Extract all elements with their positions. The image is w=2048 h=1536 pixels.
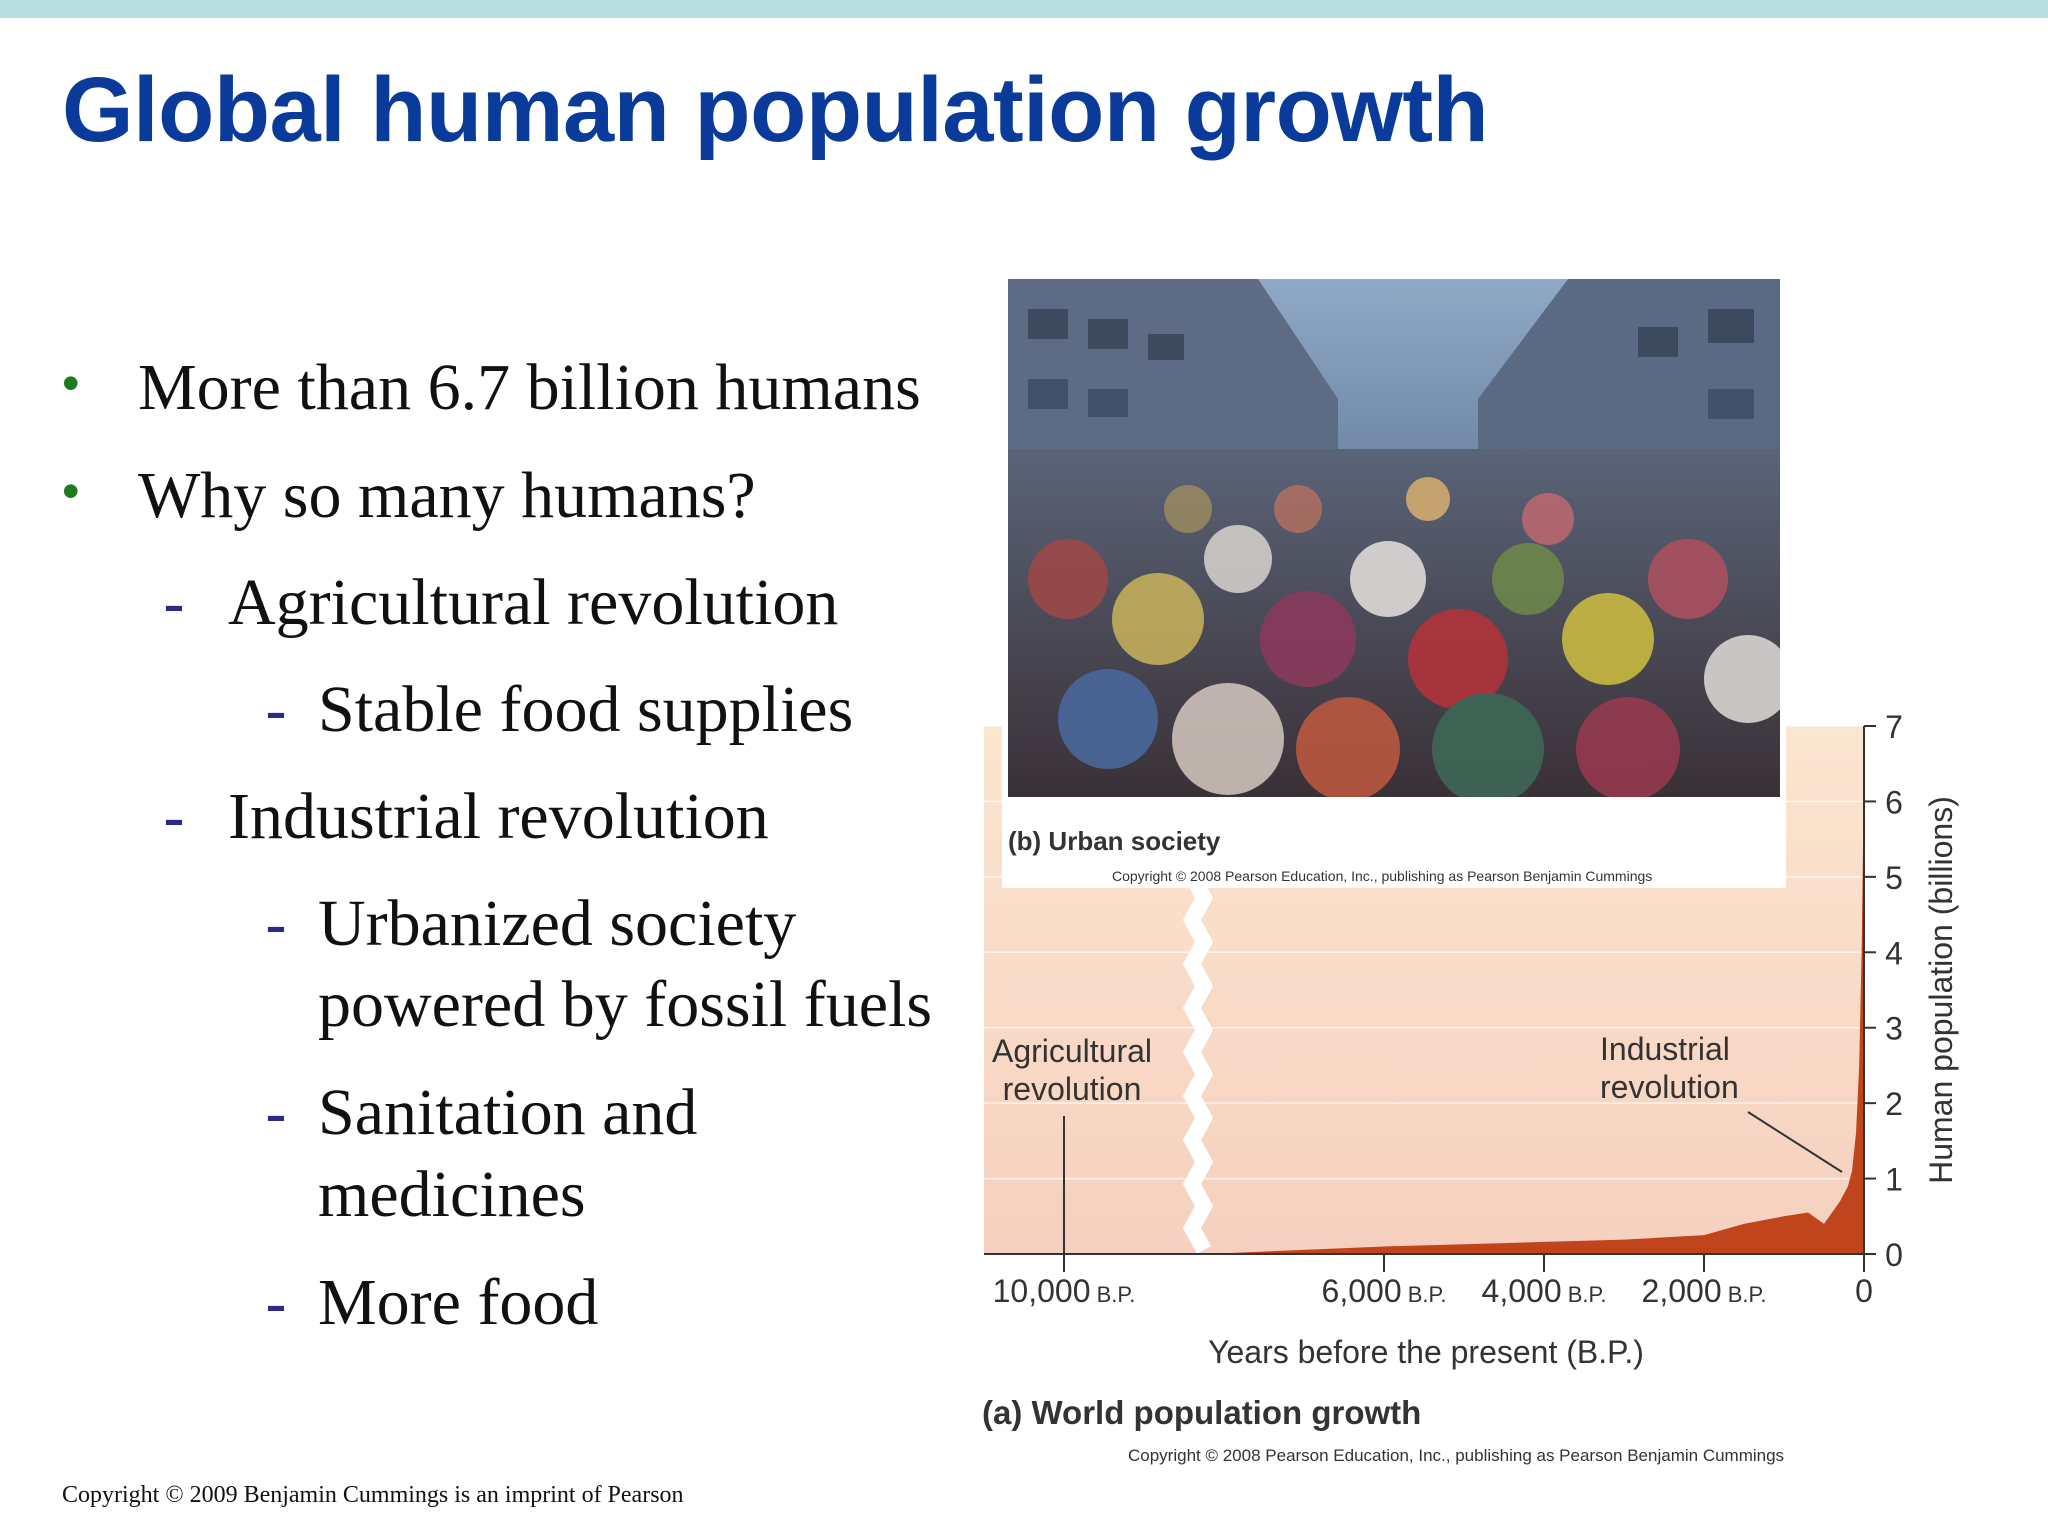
y-tick-label: 5 (1885, 860, 1903, 896)
annotation-pointer (1747, 1111, 1843, 1173)
bullet-item: Urbanized society (318, 887, 797, 960)
y-tick-label: 2 (1885, 1086, 1903, 1122)
y-tick-label: 7 (1885, 709, 1903, 745)
bullet-item: Why so many humans? (138, 459, 756, 532)
x-tick-label: 4,000 B.P. (1482, 1273, 1607, 1309)
dash-marker: - (265, 673, 287, 747)
photo-copyright: Copyright © 2008 Pearson Education, Inc.… (1112, 868, 1653, 884)
bullet-item: More than 6.7 billion humans (138, 351, 921, 424)
x-tick-label: 6,000 B.P. (1322, 1273, 1447, 1309)
dash-marker: - (265, 887, 287, 961)
y-tick-label: 4 (1885, 935, 1903, 971)
top-accent-bar (0, 0, 2048, 18)
bullet-item: More food (318, 1266, 599, 1339)
y-axis-label: Human population (billions) (1923, 796, 1959, 1184)
bullet-item-continued: medicines (318, 1158, 586, 1231)
bullet-item: Industrial revolution (228, 780, 769, 853)
bullet-item-continued: powered by fossil fuels (318, 968, 933, 1041)
bullet-item: Stable food supplies (318, 673, 854, 746)
dash-marker: - (265, 1076, 287, 1150)
x-tick-label: 10,000 B.P. (993, 1273, 1136, 1309)
annotation-industrial: Industrial (1600, 1031, 1730, 1067)
annotation-agricultural-line2: revolution (1003, 1071, 1142, 1107)
x-tick-label: 2,000 B.P. (1642, 1273, 1767, 1309)
dash-marker: - (163, 566, 185, 640)
chart-copyright: Copyright © 2008 Pearson Education, Inc.… (1128, 1446, 1785, 1465)
y-tick-label: 1 (1885, 1162, 1903, 1198)
bullet-marker: • (62, 355, 80, 411)
dash-marker: - (163, 780, 185, 854)
annotation-agricultural: Agricultural (992, 1033, 1152, 1069)
photo-caption: (b) Urban society (1008, 826, 1221, 856)
y-tick-label: 0 (1885, 1237, 1903, 1273)
bullet-item: Agricultural revolution (228, 566, 839, 639)
y-tick-label: 3 (1885, 1011, 1903, 1047)
x-tick-label: 0 (1855, 1273, 1873, 1309)
slide-footer: Copyright © 2009 Benjamin Cummings is an… (62, 1482, 684, 1508)
bullet-item: Sanitation and (318, 1076, 698, 1149)
x-axis-label: Years before the present (B.P.) (1208, 1334, 1644, 1370)
photo-panel: (b) Urban society Copyright © 2008 Pears… (1002, 274, 1786, 888)
urban-crowd-photo (1008, 279, 1780, 797)
bullet-marker: • (62, 463, 80, 519)
annotation-industrial-line2: revolution (1600, 1069, 1739, 1105)
axis-break (1182, 872, 1214, 1254)
y-tick-label: 6 (1885, 784, 1903, 820)
chart-caption: (a) World population growth (982, 1394, 1422, 1431)
slide-title: Global human population growth (62, 59, 1489, 161)
dash-marker: - (265, 1266, 287, 1340)
